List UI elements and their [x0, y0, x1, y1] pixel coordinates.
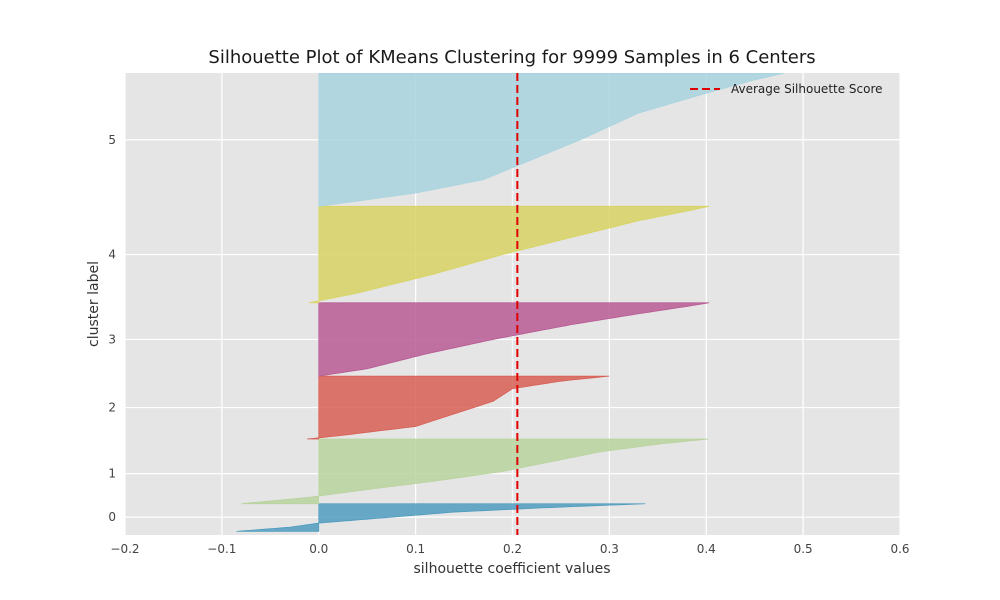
x-tick-labels: −0.2 −0.1 0.0 0.1 0.2 0.3 0.4 0.5 0.6 — [110, 542, 909, 556]
y-tick-label: 5 — [108, 133, 116, 147]
y-axis-label: cluster label — [86, 261, 102, 347]
legend-label: Average Silhouette Score — [731, 82, 883, 96]
y-tick-label: 1 — [108, 467, 116, 481]
y-tick-label: 0 — [108, 510, 116, 524]
x-tick-label: 0.0 — [309, 542, 328, 556]
y-tick-label: 3 — [108, 332, 116, 346]
x-tick-label: 0.5 — [794, 542, 813, 556]
x-tick-label: −0.2 — [110, 542, 139, 556]
y-tick-labels: 0 1 2 3 4 5 — [108, 133, 116, 524]
y-tick-label: 2 — [108, 401, 116, 415]
y-tick-label: 4 — [108, 248, 116, 262]
x-tick-label: −0.1 — [207, 542, 236, 556]
cluster-3-area — [318, 302, 710, 377]
cluster-2-area — [307, 375, 610, 440]
x-tick-label: 0.6 — [890, 542, 909, 556]
x-tick-label: 0.1 — [406, 542, 425, 556]
x-axis-label: silhouette coefficient values — [414, 561, 611, 577]
x-tick-label: 0.3 — [600, 542, 619, 556]
legend: Average Silhouette Score — [690, 82, 883, 96]
cluster-0-area — [236, 503, 646, 532]
cluster-5-area — [318, 73, 784, 207]
cluster-1-area — [241, 438, 709, 505]
cluster-4-area — [308, 205, 710, 304]
x-tick-label: 0.4 — [697, 542, 716, 556]
chart-title: Silhouette Plot of KMeans Clustering for… — [208, 47, 815, 68]
cluster-areas — [236, 73, 784, 532]
x-tick-label: 0.2 — [503, 542, 522, 556]
